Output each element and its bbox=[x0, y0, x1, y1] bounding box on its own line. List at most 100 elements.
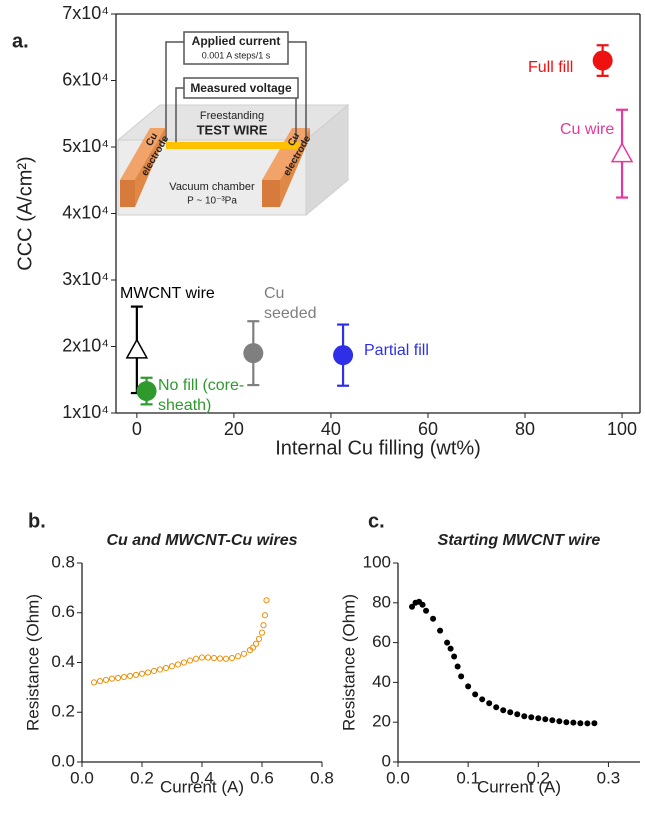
x-axis-title: Current (A) bbox=[477, 777, 561, 796]
marker bbox=[102, 676, 110, 684]
marker bbox=[472, 691, 479, 698]
marker bbox=[138, 670, 146, 677]
marker bbox=[592, 50, 613, 71]
marker bbox=[528, 714, 535, 721]
marker bbox=[180, 659, 188, 666]
marker bbox=[260, 622, 267, 629]
point-label: Full fill bbox=[528, 59, 574, 76]
marker bbox=[610, 142, 634, 163]
marker bbox=[249, 644, 257, 651]
marker bbox=[234, 653, 242, 660]
marker bbox=[577, 720, 584, 727]
panel-label: b. bbox=[28, 510, 46, 532]
x-tick-label: 0 bbox=[132, 419, 142, 439]
x-tick-label: 0.3 bbox=[597, 768, 621, 787]
marker bbox=[333, 345, 354, 366]
marker bbox=[150, 667, 158, 675]
marker bbox=[454, 663, 461, 670]
marker bbox=[216, 655, 224, 662]
chart-title: Cu and MWCNT-Cu wires bbox=[106, 532, 297, 549]
marker bbox=[90, 679, 98, 686]
marker bbox=[132, 671, 140, 679]
x-tick-label: 80 bbox=[515, 419, 535, 439]
marker bbox=[108, 675, 116, 682]
y-tick-label: 0.4 bbox=[51, 652, 75, 671]
marker bbox=[535, 715, 542, 722]
marker bbox=[409, 603, 416, 610]
x-tick-label: 100 bbox=[607, 419, 637, 439]
marker bbox=[174, 661, 182, 668]
marker bbox=[258, 629, 266, 636]
x-axis-title: Internal Cu filling (wt%) bbox=[275, 437, 481, 459]
marker bbox=[210, 654, 218, 662]
marker bbox=[549, 717, 556, 724]
marker bbox=[222, 655, 230, 662]
inset-text: Measured voltage bbox=[190, 81, 292, 95]
marker bbox=[96, 678, 104, 685]
marker bbox=[255, 635, 263, 642]
inset-schematic: Applied current 0.001 A steps/1 s Measur… bbox=[116, 31, 350, 217]
marker bbox=[162, 664, 170, 672]
y-tick-label: 100 bbox=[363, 552, 391, 571]
x-tick-label: 0.0 bbox=[70, 768, 94, 787]
marker bbox=[419, 601, 426, 608]
marker bbox=[493, 704, 500, 711]
marker bbox=[136, 381, 157, 402]
panel-label: c. bbox=[368, 510, 385, 532]
y-tick-label: 0.8 bbox=[51, 552, 75, 571]
y-axis-title: Resistance (Ohm) bbox=[339, 594, 358, 731]
marker bbox=[144, 669, 152, 676]
y-tick-label: 40 bbox=[372, 672, 391, 691]
point-label: Partial fill bbox=[364, 342, 429, 359]
y-tick-label: 60 bbox=[372, 632, 391, 651]
marker bbox=[500, 707, 507, 714]
x-tick-label: 0.2 bbox=[130, 768, 154, 787]
point-label: Cu wire bbox=[560, 121, 615, 138]
marker bbox=[120, 673, 128, 681]
x-tick-label: 40 bbox=[321, 419, 341, 439]
point-label: Cu seeded bbox=[264, 285, 317, 322]
marker bbox=[156, 666, 164, 673]
chart-title: Starting MWCNT wire bbox=[438, 532, 601, 549]
y-tick-label: 80 bbox=[372, 592, 391, 611]
marker bbox=[458, 673, 465, 680]
y-axis-title: CCC (A/cm²) bbox=[14, 156, 36, 270]
marker bbox=[447, 645, 454, 652]
inset-text: Vacuum chamber bbox=[169, 181, 255, 193]
marker bbox=[125, 338, 149, 359]
y-tick-label: 0.0 bbox=[51, 751, 75, 770]
marker bbox=[240, 650, 248, 657]
marker bbox=[437, 627, 444, 634]
x-tick-label: 0.4 bbox=[190, 768, 214, 787]
marker bbox=[563, 719, 570, 726]
marker bbox=[584, 720, 591, 727]
marker bbox=[479, 696, 486, 703]
y-tick-label: 7x10⁴ bbox=[62, 3, 109, 23]
marker bbox=[451, 653, 458, 660]
x-tick-label: 20 bbox=[224, 419, 244, 439]
marker bbox=[423, 607, 430, 614]
marker bbox=[444, 639, 451, 646]
y-tick-label: 6x10⁴ bbox=[62, 69, 109, 89]
y-axis-title: Resistance (Ohm) bbox=[23, 594, 42, 731]
marker bbox=[542, 716, 549, 723]
x-tick-label: 0.8 bbox=[310, 768, 334, 787]
y-tick-label: 0 bbox=[382, 751, 391, 770]
marker bbox=[186, 657, 194, 664]
inset-text: 0.001 A steps/1 s bbox=[202, 50, 271, 60]
x-tick-label: 0.0 bbox=[386, 768, 410, 787]
x-tick-label: 60 bbox=[418, 419, 438, 439]
panel-label: a. bbox=[12, 30, 29, 52]
marker bbox=[168, 663, 176, 670]
point-label: MWCNT wire bbox=[120, 285, 215, 302]
marker bbox=[570, 719, 577, 726]
marker bbox=[126, 672, 134, 680]
marker bbox=[252, 640, 260, 647]
y-tick-label: 0.6 bbox=[51, 602, 75, 621]
marker bbox=[465, 683, 472, 690]
marker bbox=[556, 718, 563, 725]
x-axis-title: Current (A) bbox=[160, 777, 244, 796]
inset-text: TEST WIRE bbox=[197, 122, 268, 137]
y-tick-label: 2x10⁴ bbox=[62, 335, 109, 355]
